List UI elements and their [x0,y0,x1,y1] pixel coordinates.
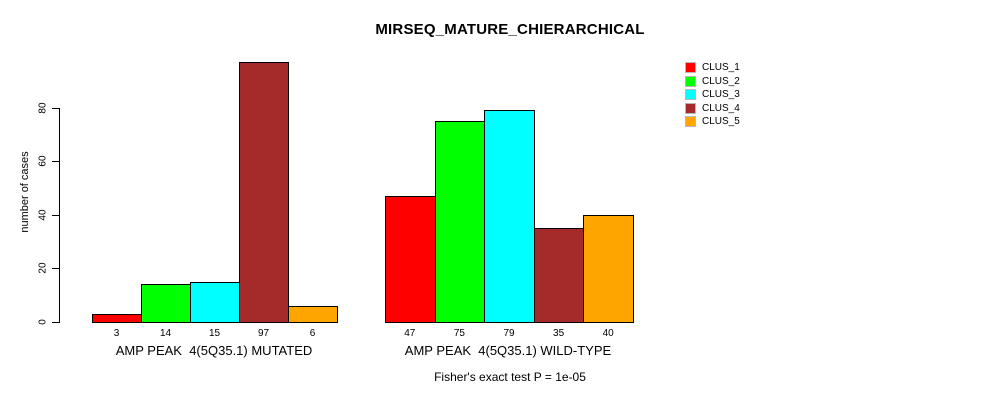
bar-value-label: 35 [553,328,565,339]
y-axis-line [59,107,60,323]
y-tick-mark [52,161,59,163]
bar-value-label: 15 [208,328,221,339]
bar-clus_5 [288,305,338,323]
legend-item-clus_5: CLUS_5 [685,115,740,129]
legend-label: CLUS_3 [702,89,740,100]
bar-clus_4 [533,228,585,323]
legend-label: CLUS_2 [702,75,740,87]
y-tick-mark [52,322,59,323]
bar-clus_2 [434,120,486,323]
group-label-wildtype: AMP PEAK 4(5Q35.1) WILD-TYPE [404,343,612,358]
legend-swatch-icon [685,102,696,114]
bar-clus_5 [583,214,634,323]
bar-clus_3 [484,110,535,323]
bar-value-label: 79 [503,328,515,339]
legend-item-clus_3: CLUS_3 [685,88,740,102]
y-tick-label: 0 [37,319,49,325]
bar-clus_4 [239,61,289,323]
legend-item-clus_4: CLUS_4 [685,102,740,116]
legend-label: CLUS_5 [702,116,740,127]
legend-label: CLUS_1 [702,62,740,73]
y-tick-mark [52,214,59,216]
y-axis-label: number of cases [19,151,31,233]
legend-label: CLUS_4 [702,102,740,114]
bar-clus_1 [385,195,436,323]
y-tick-label: 60 [37,155,49,167]
bar-value-label: 40 [602,328,614,339]
legend-swatch-icon [685,75,696,87]
legend: CLUS_1 CLUS_2 CLUS_3 CLUS_4 CLUS_5 [685,61,740,129]
legend-swatch-icon [685,89,696,101]
y-tick-mark [52,268,59,270]
bar-value-label: 97 [257,328,270,339]
group-label-mutated: AMP PEAK 4(5Q35.1) MUTATED [115,343,313,358]
legend-swatch-icon [685,116,696,128]
legend-item-clus_2: CLUS_2 [685,75,740,89]
y-tick-mark [52,107,59,109]
chart-title: MIRSEQ_MATURE_CHIERARCHICAL [375,21,645,38]
bar-value-label: 47 [404,328,416,339]
legend-swatch-icon [685,62,696,74]
y-tick-label: 80 [37,101,49,114]
y-tick-label: 40 [37,209,49,221]
bar-value-label: 3 [113,328,120,339]
bar-clus_1 [92,313,142,323]
legend-item-clus_1: CLUS_1 [685,61,740,75]
bar-clus_3 [190,281,240,323]
bar-value-label: 6 [309,328,316,339]
bar-clus_2 [141,284,191,323]
fisher-test-note: Fisher's exact test P = 1e-05 [434,370,586,384]
bar-value-label: 75 [453,328,465,339]
bar-value-label: 14 [159,328,172,339]
y-tick-label: 20 [37,262,49,274]
